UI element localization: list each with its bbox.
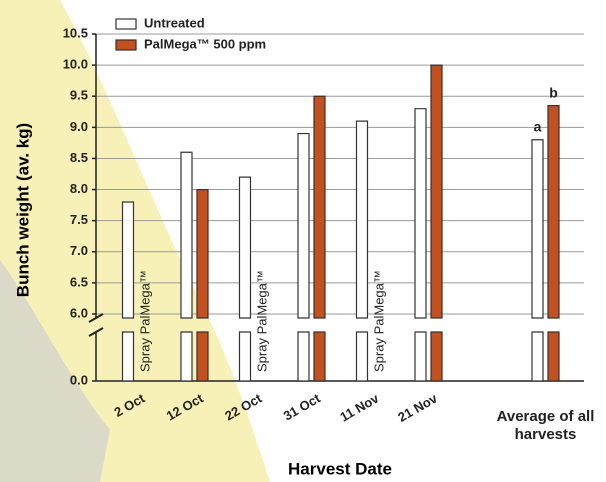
- y-tick-label: 7.0: [70, 243, 88, 258]
- bar: [355, 120, 369, 382]
- spray-annotation: Spray PalMega™: [371, 270, 386, 372]
- y-tick-label: 8.5: [70, 150, 88, 165]
- significance-letter: a: [534, 118, 542, 134]
- spray-annotation: Spray PalMega™: [137, 270, 152, 372]
- y-tick-label: 10.5: [63, 25, 88, 40]
- x-axis-title: Harvest Date: [288, 459, 392, 478]
- y-tick-label: 9.5: [70, 88, 88, 103]
- background-stem: [0, 260, 110, 482]
- y-tick-label: 0.0: [70, 372, 88, 387]
- bar: [196, 188, 209, 382]
- y-tick-label: 7.5: [70, 212, 88, 227]
- axis-break: [88, 313, 104, 337]
- bar: [121, 201, 135, 382]
- y-tick-label: 6.0: [70, 305, 88, 320]
- y-tick-label: 8.0: [70, 181, 88, 196]
- y-tick-label: 9.0: [70, 119, 88, 134]
- legend-swatch: [115, 39, 137, 51]
- bar: [238, 176, 252, 382]
- bar: [313, 95, 326, 382]
- x-tick-label: Average of all harvests: [496, 408, 595, 443]
- bar: [531, 139, 544, 382]
- bar: [414, 108, 427, 382]
- legend-label: PalMega™ 500 ppm: [144, 36, 266, 51]
- x-tick-label: 21 Nov: [395, 390, 440, 425]
- bar: [547, 104, 560, 382]
- legend-label: Untreated: [144, 15, 205, 30]
- y-tick-label: 6.5: [70, 274, 88, 289]
- significance-letter: b: [549, 84, 558, 100]
- legend-swatch: [115, 18, 137, 30]
- y-axis-title: Bunch weight (av. kg): [13, 123, 32, 297]
- bar: [430, 64, 443, 382]
- x-tick-label: 31 Oct: [281, 390, 323, 423]
- y-tick-label: 10.0: [63, 57, 88, 72]
- x-tick-label: 11 Nov: [337, 390, 381, 424]
- bar: [297, 132, 310, 382]
- spray-annotation: Spray PalMega™: [254, 270, 269, 372]
- bar: [180, 151, 193, 382]
